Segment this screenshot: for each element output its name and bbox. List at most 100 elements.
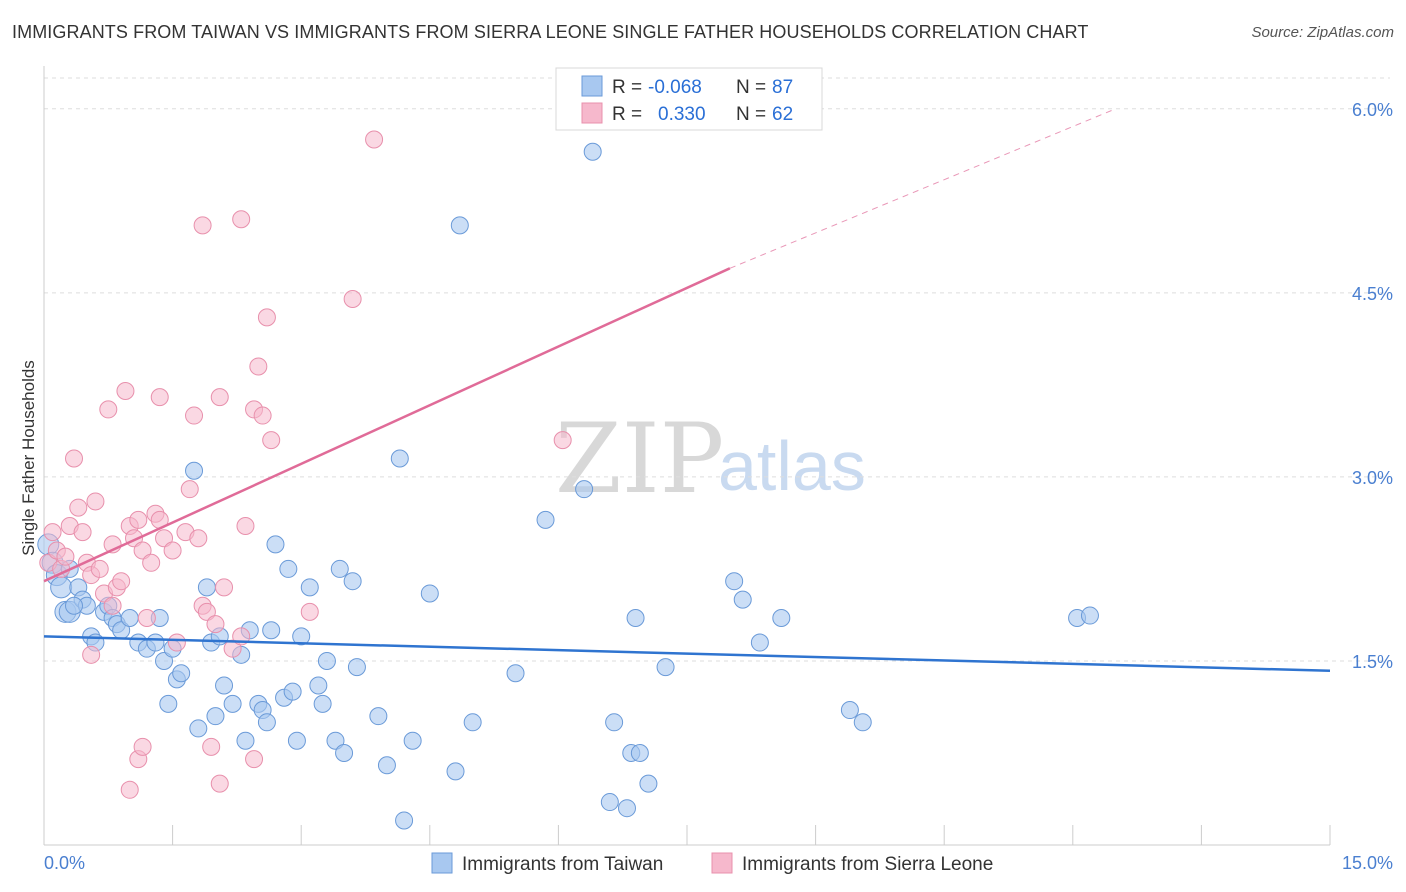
y-axis-label: Single Father Households: [19, 360, 38, 556]
taiwan-point-21: [155, 651, 174, 670]
taiwan-point-66: [575, 480, 594, 499]
taiwan-point-49: [317, 651, 336, 670]
sierra-leone-point-55: [120, 780, 139, 799]
y-tick-label-1: 3.0%: [1352, 468, 1393, 488]
sierra-leone-point-21: [129, 510, 148, 529]
taiwan-point-58: [395, 811, 414, 830]
taiwan-point-47: [309, 676, 328, 695]
sierra-leone-point-57: [245, 750, 264, 769]
trend-line-taiwan: [43, 635, 1331, 673]
sierra-leone-point-37: [210, 388, 229, 407]
taiwan-point-26: [189, 719, 208, 738]
sierra-leone-point-1: [43, 523, 62, 542]
taiwan-point-32: [223, 694, 242, 713]
sierra-leone-point-47: [300, 602, 319, 621]
taiwan-point-56: [377, 756, 396, 775]
bottom-legend-swatch-sierra-leone: [711, 852, 733, 874]
sierra-leone-point-8: [73, 523, 92, 542]
sierra-leone-point-29: [167, 633, 186, 652]
taiwan-point-81: [853, 713, 872, 732]
legend-swatch-sierra-leone: [581, 102, 603, 124]
x-tick-label-max: 15.0%: [1342, 853, 1393, 873]
y-tick-label-0: 1.5%: [1352, 652, 1393, 672]
taiwan-point-53: [343, 572, 362, 591]
watermark-zip: ZIP: [555, 403, 724, 515]
bottom-legend-swatch-taiwan: [431, 852, 453, 874]
taiwan-point-39: [262, 621, 281, 640]
taiwan-point-79: [772, 609, 791, 628]
legend-r-label-sierra-leone: R =: [612, 104, 642, 125]
taiwan-point-75: [656, 658, 675, 677]
sierra-leone-point-58: [82, 645, 101, 664]
sierra-leone-point-48: [343, 289, 362, 308]
sierra-leone-point-36: [206, 615, 225, 634]
sierra-leone-point-52: [232, 210, 251, 229]
series-sierra-leone-points: [39, 130, 572, 799]
x-tick-labels: 0.0% 15.0%: [44, 853, 1393, 873]
sierra-leone-point-41: [236, 516, 255, 535]
taiwan-point-60: [420, 584, 439, 603]
taiwan-point-43: [283, 682, 302, 701]
sierra-leone-point-28: [163, 541, 182, 560]
taiwan-point-24: [172, 664, 191, 683]
sierra-leone-point-60: [202, 737, 221, 756]
sierra-leone-point-32: [185, 406, 204, 425]
legend-r-value-taiwan: -0.068: [648, 77, 702, 98]
taiwan-point-70: [617, 799, 636, 818]
taiwan-point-77: [733, 590, 752, 609]
legend-n-value-sierra-leone: 62: [772, 104, 793, 125]
taiwan-point-52: [335, 743, 354, 762]
taiwan-point-27: [197, 578, 216, 597]
taiwan-point-34: [236, 731, 255, 750]
taiwan-point-67: [583, 142, 602, 161]
taiwan-point-69: [605, 713, 624, 732]
sierra-leone-point-56: [210, 774, 229, 793]
taiwan-point-61: [446, 762, 465, 781]
taiwan-point-64: [506, 664, 525, 683]
taiwan-point-63: [463, 713, 482, 732]
sierra-leone-point-17: [112, 572, 131, 591]
taiwan-point-76: [725, 572, 744, 591]
correlation-legend: R = -0.068 N = 87 R = 0.330 N = 62: [555, 67, 823, 131]
taiwan-point-31: [215, 676, 234, 695]
sierra-leone-point-49: [365, 130, 384, 149]
taiwan-point-46: [300, 578, 319, 597]
legend-r-label-taiwan: R =: [612, 77, 642, 98]
taiwan-point-19: [146, 633, 165, 652]
y-tick-label-3: 6.0%: [1352, 100, 1393, 120]
y-tick-label-2: 4.5%: [1352, 284, 1393, 304]
sierra-leone-point-54: [133, 737, 152, 756]
sierra-leone-point-33: [189, 529, 208, 548]
sierra-leone-point-7: [69, 498, 88, 517]
taiwan-point-73: [630, 743, 649, 762]
taiwan-point-44: [287, 731, 306, 750]
bottom-legend-label-sierra-leone: Immigrants from Sierra Leone: [742, 854, 993, 875]
taiwan-point-83: [1080, 606, 1099, 625]
taiwan-point-54: [347, 658, 366, 677]
taiwan-point-38: [257, 713, 276, 732]
chart-title: IMMIGRANTS FROM TAIWAN VS IMMIGRANTS FRO…: [12, 22, 1089, 42]
taiwan-point-42: [279, 559, 298, 578]
taiwan-point-65: [536, 510, 555, 529]
sierra-leone-point-46: [262, 431, 281, 450]
sierra-leone-point-18: [116, 382, 135, 401]
legend-n-value-taiwan: 87: [772, 77, 793, 98]
legend-r-value-sierra-leone: 0.330: [658, 104, 706, 125]
legend-swatch-taiwan: [581, 75, 603, 97]
taiwan-point-40: [266, 535, 285, 554]
taiwan-point-57: [390, 449, 409, 468]
taiwan-point-22: [159, 694, 178, 713]
taiwan-point-45: [292, 627, 311, 646]
sierra-leone-point-44: [253, 406, 272, 425]
sierra-leone-point-12: [90, 559, 109, 578]
taiwan-point-48: [313, 694, 332, 713]
sierra-leone-point-6: [65, 449, 84, 468]
sierra-leone-point-23: [137, 609, 156, 628]
sierra-leone-point-22: [133, 541, 152, 560]
legend-n-label-taiwan: N =: [736, 77, 766, 98]
taiwan-point-16: [120, 609, 139, 628]
taiwan-point-51: [330, 559, 349, 578]
sierra-leone-point-59: [103, 596, 122, 615]
taiwan-point-72: [626, 609, 645, 628]
